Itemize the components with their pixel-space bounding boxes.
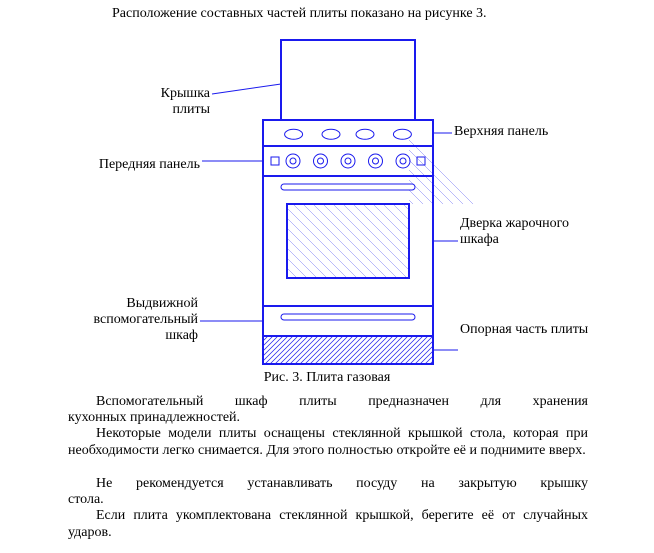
intro-line: Расположение составных частей плиты пока… — [112, 6, 487, 22]
label-drawer: Выдвижной вспомогательный шкаф — [78, 296, 198, 344]
paragraph-4: Если плита укомплектована стеклянной кры… — [68, 508, 588, 541]
label-oven-door: Дверка жарочного шкафа — [460, 216, 590, 248]
page: Расположение составных частей плиты пока… — [0, 0, 654, 553]
label-front-panel: Передняя панель — [80, 157, 200, 173]
figure-3: Крышка плиты Передняя панель Выдвижной в… — [0, 30, 654, 380]
paragraph-3a: Не рекомендуется устанавливать посуду на… — [68, 476, 588, 493]
paragraph-1b: кухонных принадлежностей. — [68, 410, 588, 427]
paragraph-1a: Вспомогательный шкаф плиты предназначен … — [68, 394, 588, 411]
paragraph-2: Некоторые модели плиты оснащены стеклянн… — [68, 426, 588, 459]
label-top-panel: Верхняя панель — [454, 124, 584, 140]
label-base: Опорная часть плиты — [460, 322, 590, 338]
figure-caption: Рис. 3. Плита газовая — [0, 370, 654, 386]
label-lid: Крышка плиты — [140, 86, 210, 118]
paragraph-3b: стола. — [68, 492, 588, 509]
